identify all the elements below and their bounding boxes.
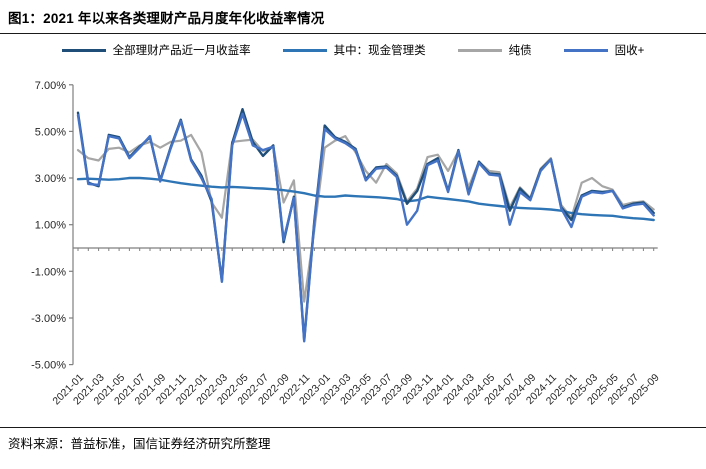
svg-text:1.00%: 1.00% [35,220,66,232]
source-note: 资料来源：普益标准，国信证券经济研究所整理 [8,437,271,451]
svg-text:3.00%: 3.00% [35,173,66,185]
legend-label: 纯债 [508,45,532,57]
legend-label: 固收+ [614,45,645,57]
source-divider [0,427,706,428]
legend-item-pure-bond: 纯债 [457,42,532,58]
figure-title: 图1：2021 年以来各类理财产品月度年化收益率情况 [8,11,325,26]
yield-line-chart: 7.00%5.00%3.00%1.00%-1.00%-3.00%-5.00%20… [31,80,662,408]
svg-text:-1.00%: -1.00% [31,266,66,278]
svg-text:-5.00%: -5.00% [31,360,66,372]
legend-item-cash-management: 其中：现金管理类 [282,42,426,58]
legend-item-fixed-income-plus: 固收+ [563,42,645,58]
line-swatch-icon [457,48,502,52]
line-swatch-icon [61,48,106,52]
legend-item-all-products: 全部理财产品近一月收益率 [61,42,251,58]
svg-text:7.00%: 7.00% [35,80,66,92]
chart-legend: 全部理财产品近一月收益率 其中：现金管理类 纯债 固收+ [0,42,706,58]
line-swatch-icon [282,48,327,52]
title-divider [0,33,706,34]
legend-label: 全部理财产品近一月收益率 [112,45,251,57]
svg-text:5.00%: 5.00% [35,126,66,138]
legend-label: 其中：现金管理类 [333,45,426,57]
line-swatch-icon [563,48,608,52]
svg-text:-3.00%: -3.00% [31,313,66,325]
